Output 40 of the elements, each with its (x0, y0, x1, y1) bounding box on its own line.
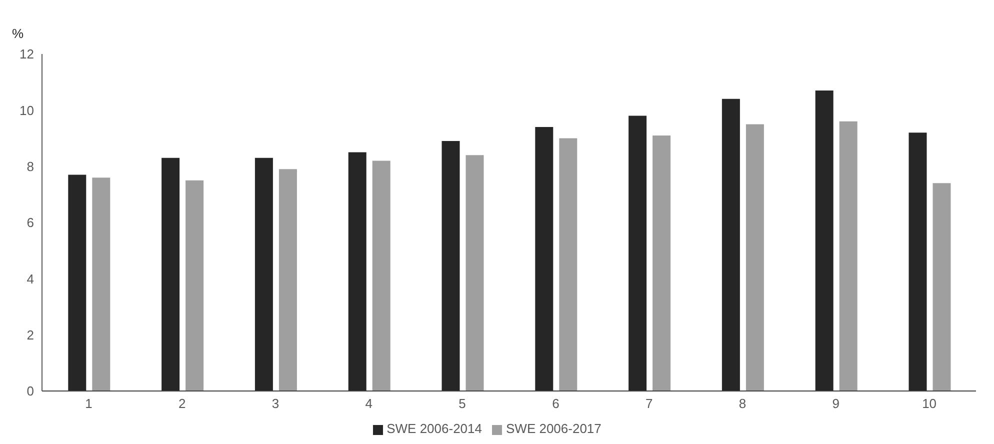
x-tick-label: 4 (365, 396, 373, 412)
bar (839, 121, 858, 391)
y-tick-label: 0 (26, 384, 34, 399)
y-tick-label: 6 (26, 215, 34, 230)
bar (442, 141, 460, 391)
bar (932, 183, 951, 391)
x-tick-label: 10 (922, 396, 937, 412)
x-tick-label: 5 (458, 396, 466, 412)
bar (652, 135, 671, 391)
y-tick-label: 12 (20, 46, 34, 62)
bar (278, 169, 297, 391)
bar (815, 90, 834, 391)
y-tick-label: 8 (26, 158, 34, 174)
legend-label: SWE 2006-2017 (506, 421, 602, 436)
bar (908, 132, 927, 391)
bar (628, 116, 647, 391)
bar (348, 152, 366, 391)
x-tick-label: 3 (272, 396, 280, 412)
bar (162, 158, 180, 391)
bar (372, 160, 390, 391)
bar (559, 138, 578, 391)
x-tick-label: 8 (738, 396, 746, 412)
y-axis-title: % (12, 26, 24, 41)
bar (254, 158, 273, 391)
y-tick-label: 4 (26, 271, 34, 286)
bar (466, 155, 484, 391)
y-tick-label: 10 (20, 102, 34, 118)
bar (186, 180, 204, 391)
bar (92, 178, 110, 391)
x-tick-label: 2 (178, 396, 186, 412)
x-tick-label: 7 (645, 396, 653, 412)
x-tick-label: 1 (85, 396, 92, 412)
bar (722, 98, 740, 391)
bar (535, 127, 554, 391)
x-tick-label: 6 (552, 396, 560, 412)
y-tick-label: 2 (26, 327, 34, 342)
x-tick-label: 9 (832, 396, 840, 412)
bar (746, 124, 764, 391)
legend-label: SWE 2006-2014 (386, 421, 482, 436)
bar (68, 174, 86, 391)
